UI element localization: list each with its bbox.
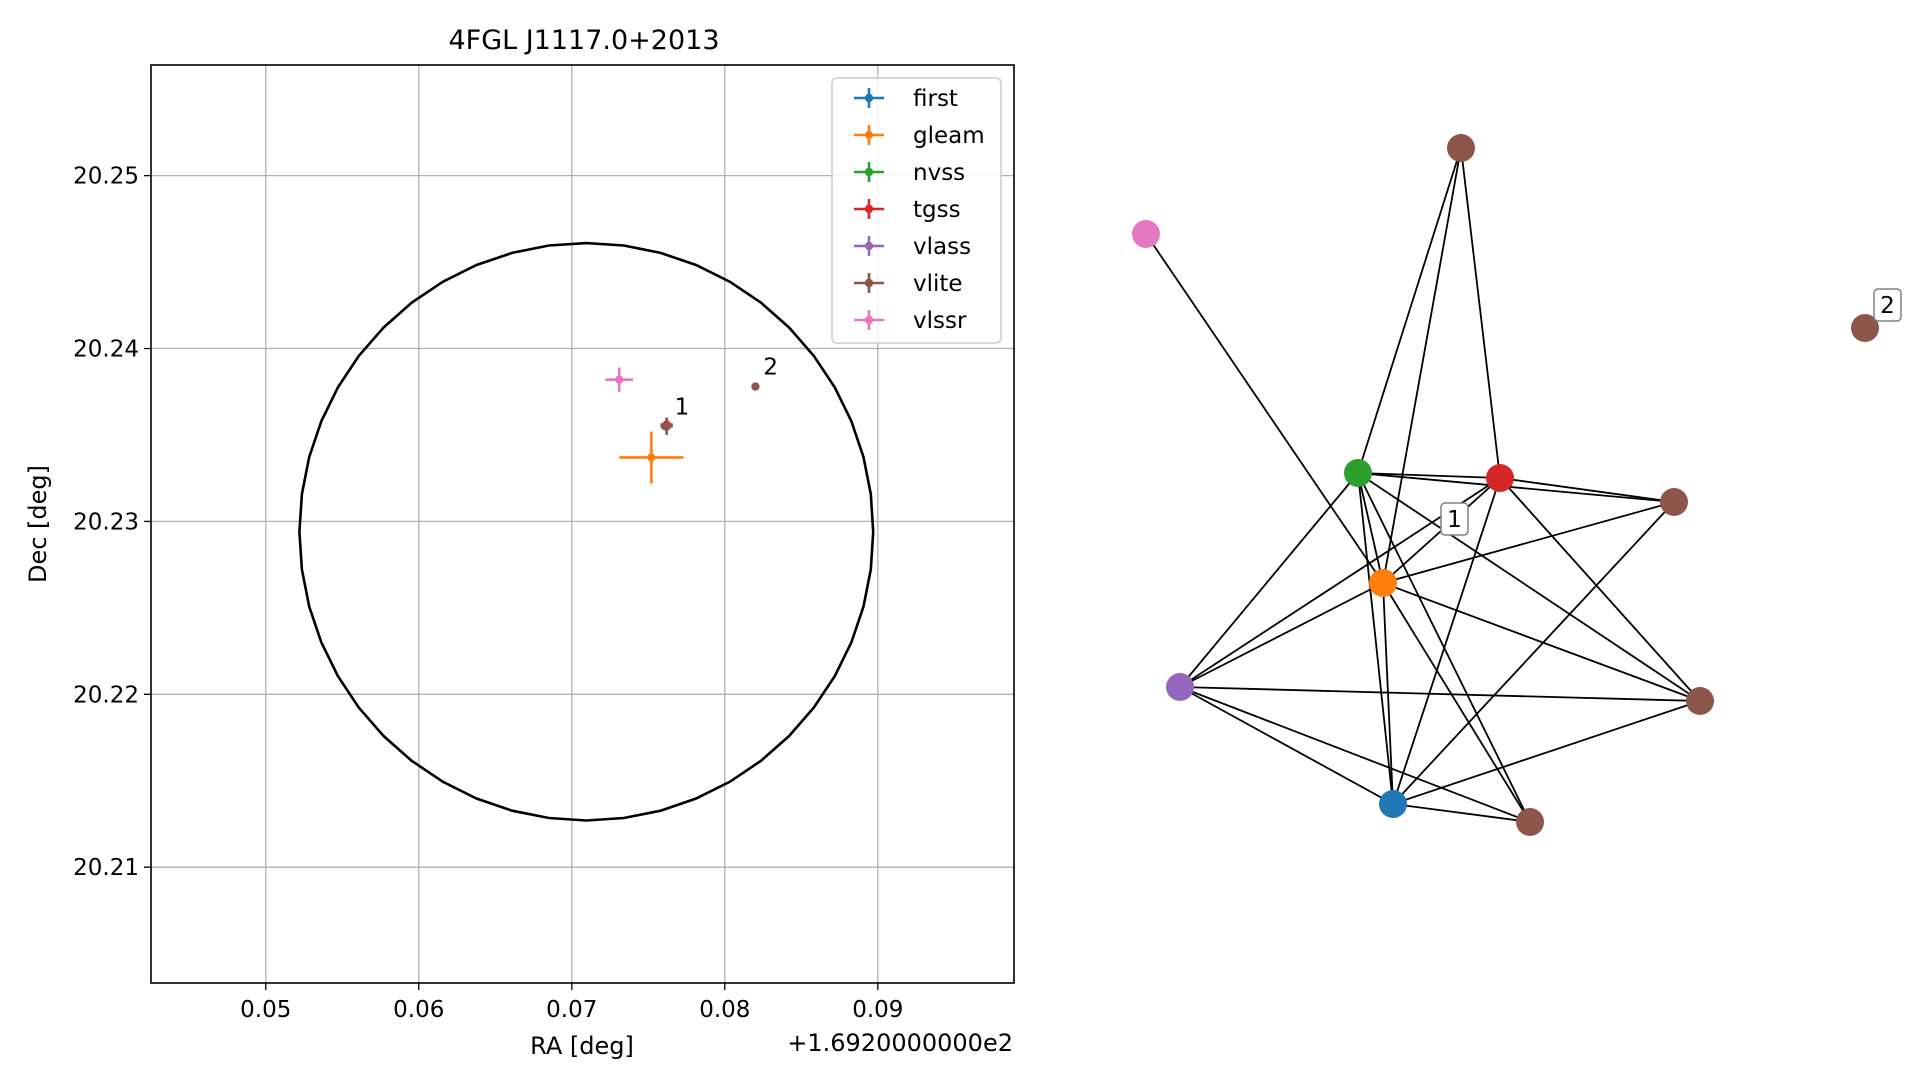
node-vlite_a <box>1447 134 1475 162</box>
point-vlite-1-marker <box>662 422 671 431</box>
legend-label: tgss <box>913 197 961 223</box>
legend-handle-dot <box>864 167 874 177</box>
legend-handle-dot <box>864 130 874 140</box>
point-vlite-2: 2 <box>751 355 778 391</box>
legend-entry-first: first <box>854 86 958 112</box>
edge-vlssr-gleam <box>1145 233 1384 584</box>
y-tick-label: 20.25 <box>73 164 139 190</box>
edge-tgss-vlite_c <box>1499 477 1701 702</box>
point-vlite-1: 1 <box>660 394 690 435</box>
edge-vlite_b-gleam <box>1382 501 1675 584</box>
cluster-label-1-text: 1 <box>1447 507 1462 533</box>
y-tick-label: 20.21 <box>73 855 139 881</box>
x-tick-label: 0.08 <box>699 997 750 1023</box>
edge-vlite_a-tgss <box>1460 147 1501 479</box>
legend-entry-vlite: vlite <box>854 271 963 297</box>
point-vlite-2-label: 2 <box>763 355 778 381</box>
legend-label: nvss <box>913 160 965 186</box>
legend-entry-gleam: gleam <box>854 123 985 149</box>
x-tick-label: 0.05 <box>240 997 291 1023</box>
legend-box <box>831 77 1002 344</box>
x-axis-ticks: 0.05 0.06 0.07 0.08 0.09 <box>240 983 903 1023</box>
edge-first-vlite_c <box>1392 700 1701 805</box>
node-vlite_b <box>1660 488 1688 516</box>
cluster-label-1-box <box>1440 502 1469 536</box>
cluster-label-2: 2 <box>1873 288 1902 322</box>
node-vlass <box>1166 673 1194 701</box>
cluster-label-1: 1 <box>1440 502 1469 536</box>
edge-nvss-vlite_c <box>1357 472 1701 702</box>
edge-vlite_b-first <box>1392 501 1675 805</box>
cluster-label-2-box <box>1873 288 1902 322</box>
edge-nvss-tgss <box>1357 472 1501 479</box>
point-vlite-1-label: 1 <box>675 394 690 420</box>
localization-circle <box>298 241 875 822</box>
legend-label: vlass <box>913 234 971 260</box>
legend-entry-tgss: tgss <box>854 197 961 223</box>
edge-tgss-vlite_b <box>1499 477 1675 503</box>
legend-entry-nvss: nvss <box>854 160 965 186</box>
x-tick-label: 0.06 <box>393 997 444 1023</box>
edge-nvss-gleam <box>1357 472 1384 584</box>
edge-vlass-first <box>1179 686 1394 805</box>
node-gleam <box>1369 569 1397 597</box>
legend-handle-dot <box>864 204 874 214</box>
legend: first gleam nvss tgss vlass vlite vlssr <box>831 77 1002 344</box>
y-tick-label: 20.24 <box>73 337 139 363</box>
cluster-label-2-text: 2 <box>1880 293 1895 319</box>
edge-nvss-first <box>1357 472 1394 805</box>
localization-circle-outline <box>298 241 875 822</box>
x-axis-offset: +1.6920000000e2 <box>787 1029 1013 1057</box>
edge-tgss-first <box>1392 477 1501 805</box>
edge-vlite_a-nvss <box>1357 147 1462 474</box>
point-gleam-marker <box>647 453 656 462</box>
y-axis-ticks: 20.21 20.22 20.23 20.24 20.25 <box>73 164 151 881</box>
network-panel: 1 2 <box>1132 134 1902 836</box>
edge-gleam-vlass <box>1179 582 1384 688</box>
edge-nvss-vlite_b <box>1357 472 1675 503</box>
point-vlssr-marker <box>615 375 624 384</box>
edge-first-vlite_d <box>1392 803 1531 823</box>
node-vlite_c <box>1686 687 1714 715</box>
y-tick-label: 20.22 <box>73 682 139 708</box>
edge-vlite_a-gleam <box>1382 147 1462 584</box>
legend-label: first <box>913 86 958 112</box>
node-vlssr <box>1132 220 1160 248</box>
chart-title: 4FGL J1117.0+2013 <box>448 25 719 56</box>
point-vlssr <box>605 367 633 392</box>
legend-entry-vlass: vlass <box>854 234 971 260</box>
edge-gleam-vlite_c <box>1382 582 1701 702</box>
node-vlite_d <box>1516 808 1544 836</box>
node-first <box>1379 790 1407 818</box>
point-vlite-2-marker <box>751 382 760 391</box>
y-axis-label: Dec [deg] <box>24 465 52 583</box>
legend-handle-dot <box>864 278 874 288</box>
legend-label: gleam <box>913 123 985 149</box>
node-nvss <box>1344 459 1372 487</box>
scatter-panel: 4FGL J1117.0+2013 0.05 0.06 0.07 0.08 0.09 2… <box>24 25 1015 1060</box>
node-tgss <box>1486 464 1514 492</box>
legend-label: vlssr <box>913 308 967 334</box>
legend-entry-vlssr: vlssr <box>854 308 967 334</box>
node-vlite_2 <box>1851 314 1879 342</box>
plot-frame <box>150 64 1015 984</box>
y-tick-label: 20.23 <box>73 509 139 535</box>
legend-handle-dot <box>864 241 874 251</box>
point-gleam <box>619 431 684 484</box>
network-edges <box>1145 147 1701 823</box>
x-tick-label: 0.09 <box>852 997 903 1023</box>
legend-label: vlite <box>913 271 963 297</box>
legend-handle-dot <box>864 93 874 103</box>
legend-entries: first gleam nvss tgss vlass vlite vlssr <box>854 86 985 334</box>
legend-handle-dot <box>864 315 874 325</box>
edge-vlass-vlite_c <box>1179 686 1701 702</box>
x-tick-label: 0.07 <box>546 997 597 1023</box>
network-nodes <box>1132 134 1879 836</box>
edge-nvss-vlass <box>1179 472 1359 688</box>
edge-vlass-vlite_d <box>1179 686 1531 823</box>
x-axis-label: RA [deg] <box>530 1032 634 1060</box>
data-points: 12 <box>605 355 778 484</box>
edge-gleam-vlite_d <box>1382 582 1531 823</box>
